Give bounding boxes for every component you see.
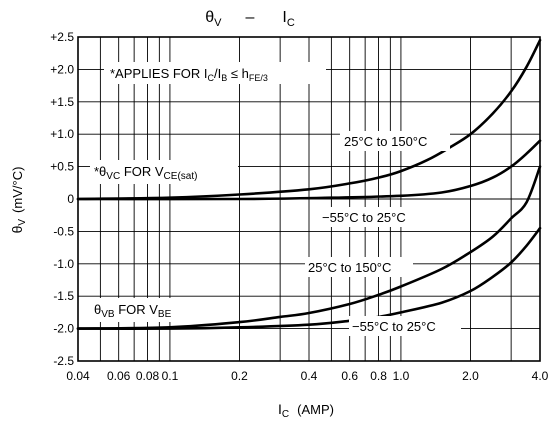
- x-tick-label: 0.6: [341, 369, 358, 383]
- x-tick-label: 0.4: [301, 369, 318, 383]
- y-tick-label: -0.5: [53, 224, 74, 238]
- temp-vc-low-label: −55°C to 25°C: [322, 210, 406, 225]
- y-tick-label: -1.0: [53, 257, 74, 271]
- x-tick-label: 0.1: [162, 369, 179, 383]
- vb-label-bg: [90, 298, 202, 322]
- y-tick-label: +1.5: [50, 95, 74, 109]
- vb-label: θVB FOR VBE: [94, 302, 172, 320]
- chart-title: θV – IC: [205, 9, 295, 29]
- x-tick-label: 2.0: [462, 369, 479, 383]
- curves: [76, 38, 542, 330]
- curve-vb-low: [76, 226, 542, 330]
- y-tick-label: +2.0: [50, 62, 74, 76]
- x-axis-label: IC (AMP): [278, 401, 334, 420]
- temp-vc-high-label: 25°C to 150°C: [344, 134, 427, 149]
- y-tick-label: +2.5: [50, 30, 74, 44]
- temp-vb-high-label: 25°C to 150°C: [308, 260, 391, 275]
- curve-vc-high: [76, 38, 542, 201]
- x-tick-label: 0.06: [107, 369, 131, 383]
- y-tick-label: -2.5: [53, 354, 74, 368]
- vc-label: *θVC FOR VCE(sat): [94, 164, 197, 182]
- y-tick-label: -1.5: [53, 289, 74, 303]
- plot-frame: [77, 36, 541, 362]
- y-tick-label: 0: [67, 192, 74, 206]
- x-tick-label: 0.08: [136, 369, 160, 383]
- temp-vb-high-bg: [305, 257, 413, 277]
- y-tick-labels: +2.5 +2.0 +1.5 +1.0 +0.5 0 -0.5 -1.0 -1.5 -2.0 -2.…: [50, 30, 74, 368]
- x-tick-label: 0.04: [66, 369, 90, 383]
- y-tick-label: +1.0: [50, 127, 74, 141]
- y-axis-label: θV(mV/°C): [9, 167, 28, 234]
- x-tick-label: 4.0: [532, 369, 549, 383]
- applies-note-bg: [104, 62, 326, 84]
- applies-note: *APPLIES FOR IC/IB ≤ hFE/3: [110, 66, 268, 83]
- x-tick-label: 0.8: [370, 369, 387, 383]
- x-tick-label: 0.2: [231, 369, 248, 383]
- x-tick-label: 1.0: [393, 369, 410, 383]
- y-tick-label: +0.5: [50, 160, 74, 174]
- curve-vb-high: [76, 165, 542, 330]
- temp-vc-low-bg: [318, 207, 426, 227]
- x-tick-labels: 0.04 0.06 0.08 0.1 0.2 0.4 0.6 0.8 1.0 2.0 4.0: [66, 369, 548, 383]
- vc-label-bg: [90, 160, 238, 184]
- temp-vb-low-label: −55°C to 25°C: [352, 319, 436, 334]
- temp-vb-low-bg: [349, 316, 461, 336]
- y-tick-label: -2.0: [53, 322, 74, 336]
- curve-vc-low: [76, 139, 542, 201]
- temp-vc-high-bg: [340, 131, 450, 151]
